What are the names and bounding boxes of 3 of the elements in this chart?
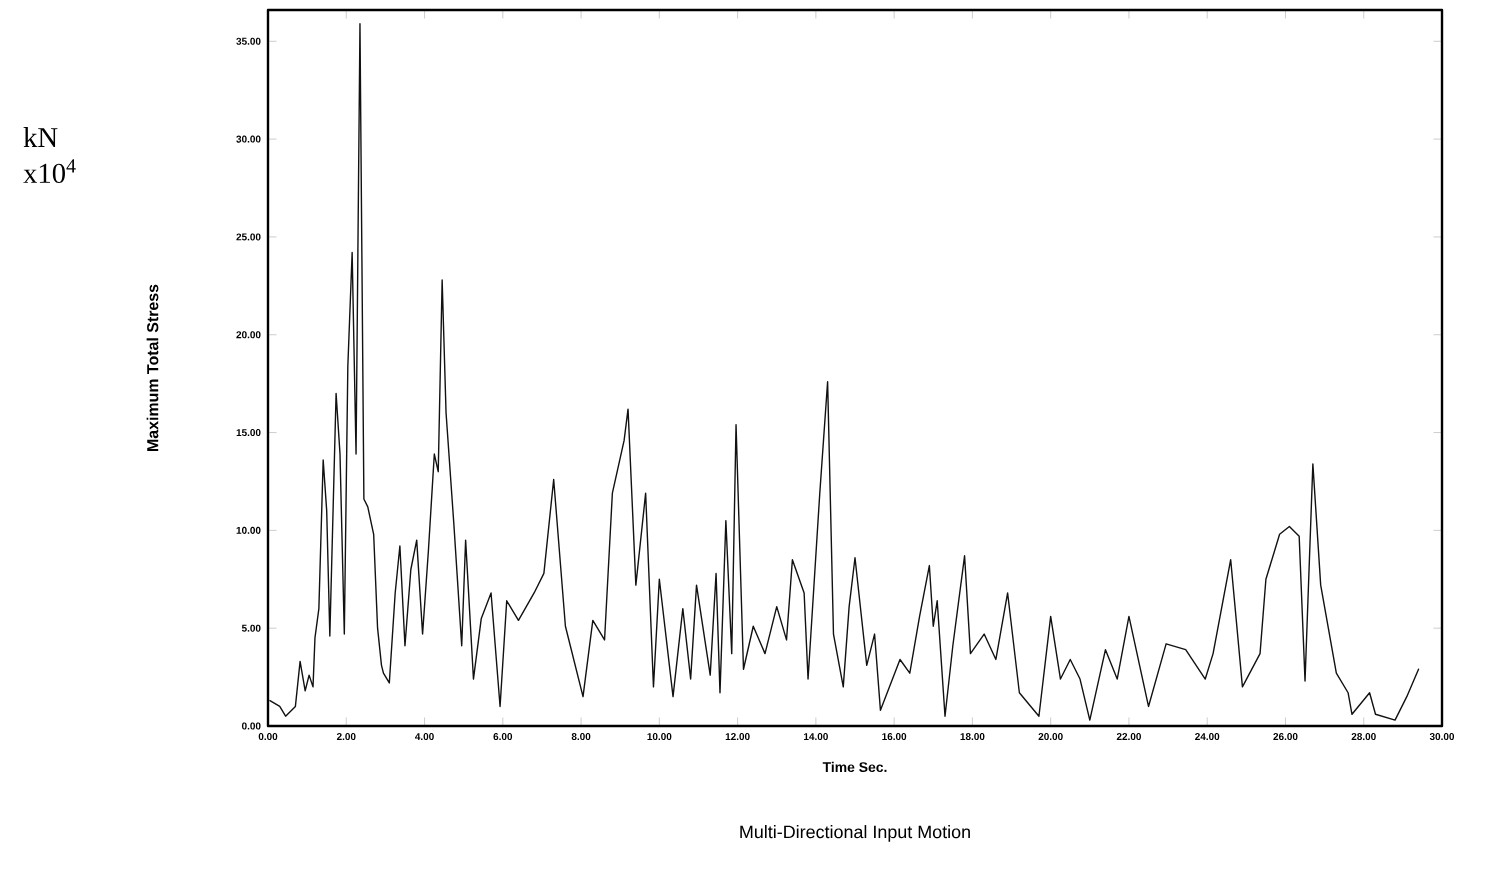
text: kN x10$^{4}$	[23, 127, 76, 184]
line-series	[269, 22, 1420, 721]
text: Multi-Directional Input Motion	[740, 825, 970, 842]
